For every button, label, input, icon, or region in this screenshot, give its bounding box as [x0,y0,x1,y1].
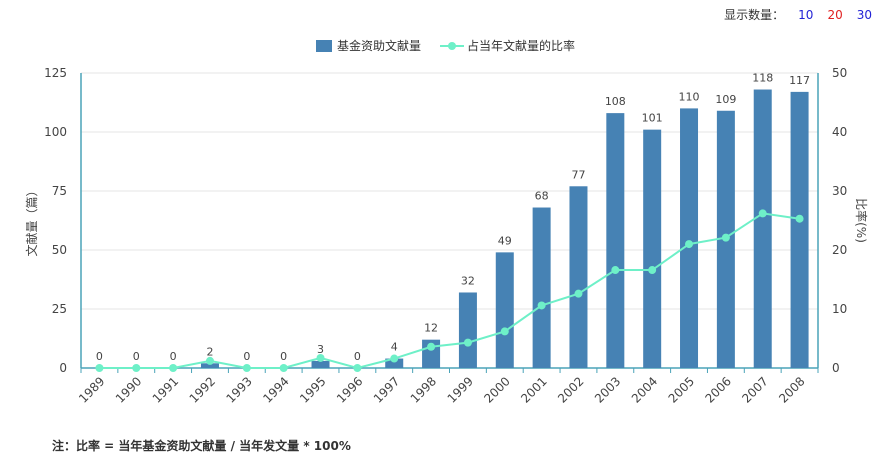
y-tick-label: 50 [52,243,67,257]
bar [606,113,625,369]
x-tick-label: 1991 [150,374,181,405]
ratio-line [99,212,800,370]
x-tick-label: 1992 [187,374,218,405]
bar-value-label: 0 [133,350,140,363]
bar-value-label: 110 [679,90,700,103]
x-tick-label: 1989 [76,374,107,405]
x-tick-label: 1994 [260,374,291,405]
x-tick-label: 1999 [445,374,476,405]
x-tick-label: 1996 [334,374,365,405]
ratio-point [795,214,804,223]
ratio-point [648,266,657,275]
bar-value-label: 4 [391,341,398,354]
bar-value-label: 0 [354,350,361,363]
ratio-point [132,364,141,372]
x-tick-label: 2007 [739,374,770,405]
y-tick-label: 125 [44,66,67,80]
legend-bar-swatch [316,40,332,52]
display-count-option-10[interactable]: 10 [798,8,814,22]
bar-value-label: 117 [789,74,810,87]
ratio-point [316,353,325,362]
ratio-point [353,364,362,372]
y2-axis-title: 比率(%) [854,198,869,243]
legend-line-label: 占当年文献量的比率 [467,38,575,53]
bar-value-label: 2 [206,345,213,358]
y-tick-label: 100 [44,125,67,139]
bar-value-label: 0 [96,350,103,363]
bar [200,363,219,368]
chart-footnote: 注：比率 = 当年基金资助文献量 / 当年发文量 * 100% [52,439,351,453]
ratio-point [537,301,546,310]
y2-tick-label: 30 [832,184,847,198]
bar-value-label: 108 [605,95,626,108]
x-tick-label: 2000 [481,374,512,405]
bar-value-label: 118 [752,72,773,85]
legend-line-marker [448,42,456,50]
display-count-selector: 显示数量： 10 20 30 [724,6,872,23]
x-tick-label: 2005 [666,374,697,405]
ratio-point [758,209,767,218]
bar [569,186,588,368]
ratio-point [279,364,288,372]
ratio-point [611,266,620,275]
display-count-option-30[interactable]: 30 [856,8,872,22]
bar [458,292,477,368]
ratio-point [721,233,730,242]
x-tick-label: 2004 [629,374,660,405]
bar-value-label: 68 [535,190,549,203]
legend-bar-label: 基金资助文献量 [337,38,421,53]
bar-value-label: 0 [170,350,177,363]
bar [495,252,514,368]
bar-value-label: 0 [280,350,287,363]
y-tick-label: 0 [59,361,67,375]
x-tick-label: 2002 [555,374,586,405]
x-tick-label: 1993 [223,374,254,405]
bar-value-label: 109 [715,93,736,106]
bar-value-label: 49 [498,234,512,247]
display-count-label: 显示数量： [724,8,785,22]
y2-tick-label: 10 [832,302,847,316]
ratio-point [427,342,436,351]
ratio-point [574,289,583,298]
ratio-point [390,354,399,363]
bar [385,358,404,368]
x-tick-label: 2003 [592,374,623,405]
x-tick-label: 1990 [113,374,144,405]
bar-value-label: 101 [642,112,663,125]
y2-tick-label: 20 [832,243,847,257]
y2-tick-label: 40 [832,125,847,139]
bar [532,207,551,368]
ratio-point [205,356,214,365]
bar-value-label: 12 [424,322,438,335]
bar [643,129,662,368]
ratio-point [95,364,104,372]
ratio-point [500,327,509,336]
display-count-option-20[interactable]: 20 [827,8,843,22]
y-axis-title: 文献量（篇） [24,184,39,256]
ratio-point [242,364,251,372]
bar-value-label: 3 [317,343,324,356]
bar [790,91,809,368]
y2-tick-label: 50 [832,66,847,80]
ratio-point [169,364,178,372]
bar [311,360,330,368]
x-tick-label: 2008 [776,374,807,405]
bar-value-label: 32 [461,274,475,287]
bar-value-label: 77 [571,168,585,181]
x-tick-label: 2001 [518,374,549,405]
ratio-point [463,338,472,347]
y2-tick-label: 0 [832,361,840,375]
bar-value-label: 0 [243,350,250,363]
y-tick-label: 25 [52,302,67,316]
bar [680,108,699,369]
ratio-point [685,240,694,249]
x-tick-label: 1995 [297,374,328,405]
x-tick-label: 2006 [702,374,733,405]
x-tick-label: 1997 [371,374,402,405]
y-tick-label: 75 [52,184,67,198]
bar [753,89,772,369]
x-tick-label: 1998 [408,374,439,405]
